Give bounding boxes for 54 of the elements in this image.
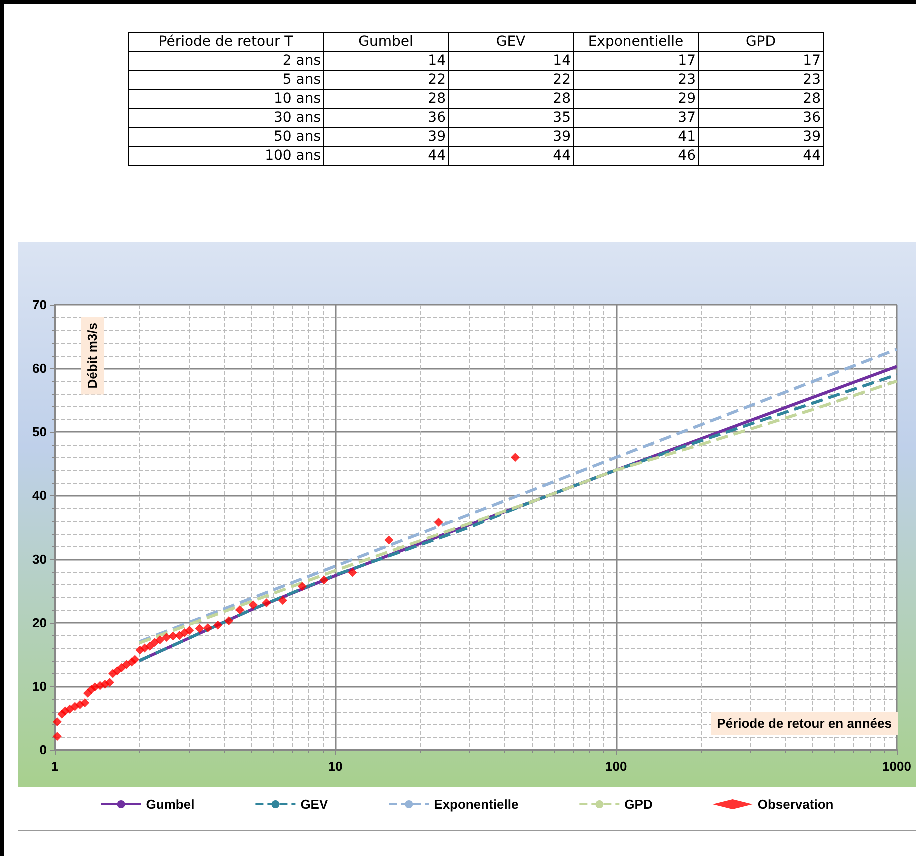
y-axis-title: Débit m3/s — [85, 322, 100, 389]
category-label: 30 ans — [128, 108, 324, 128]
legend-label: Observation — [758, 797, 834, 812]
data-label: 28 — [698, 90, 824, 108]
x-tick-label: 1000 — [882, 759, 912, 774]
y-tick-label: 30 — [32, 552, 47, 567]
text: Période de retour T — [128, 32, 324, 52]
legend-label: Exponentielle — [434, 797, 519, 812]
data-label: 36 — [324, 108, 448, 128]
data-label: 23 — [698, 70, 824, 90]
y-tick-label: 10 — [32, 678, 47, 694]
category-label: 50 ans — [128, 128, 324, 146]
data-label: 44 — [324, 146, 448, 166]
category-label: 100 ans — [128, 146, 324, 166]
x-tick-label: 1 — [51, 759, 59, 774]
text: GEV — [448, 32, 574, 52]
legend-label: Gumbel — [146, 797, 195, 812]
x-axis-title: Période de retour en années — [717, 716, 892, 731]
y-tick-label: 40 — [32, 488, 47, 504]
data-label: 35 — [448, 108, 574, 128]
data-label: 39 — [448, 128, 574, 146]
data-label: 17 — [698, 52, 824, 70]
data-label: 44 — [448, 146, 574, 166]
data-label: 22 — [448, 70, 574, 90]
text: Exponentielle — [574, 32, 698, 52]
x-tick-label: 100 — [605, 759, 628, 774]
category-label: 10 ans — [128, 90, 324, 108]
data-label: 37 — [574, 108, 698, 128]
data-label: 41 — [574, 128, 698, 146]
y-tick-label: 0 — [40, 742, 47, 758]
text: GPD — [698, 32, 824, 52]
legend-label: GEV — [300, 797, 328, 812]
data-label: 46 — [574, 146, 698, 166]
data-label: 29 — [574, 90, 698, 108]
text: Gumbel — [324, 32, 448, 52]
y-tick-label: 70 — [32, 298, 47, 312]
legend-label: GPD — [624, 797, 653, 812]
category-label: 2 ans — [128, 52, 324, 70]
x-tick-label: 10 — [328, 759, 343, 774]
data-label: 14 — [448, 52, 574, 70]
y-tick-label: 50 — [32, 424, 47, 440]
data-label: 36 — [698, 108, 824, 128]
y-tick-label: 20 — [32, 615, 47, 630]
category-label: 5 ans — [128, 70, 324, 90]
data-label: 22 — [324, 70, 448, 90]
data-label: 28 — [324, 90, 448, 108]
y-tick-label: 60 — [32, 361, 47, 376]
data-label: 28 — [448, 90, 574, 108]
data-label: 17 — [574, 52, 698, 70]
data-label: 44 — [698, 146, 824, 166]
data-label: 23 — [574, 70, 698, 90]
data-label: 39 — [324, 128, 448, 146]
data-label: 39 — [698, 128, 824, 146]
data-label: 14 — [324, 52, 448, 70]
